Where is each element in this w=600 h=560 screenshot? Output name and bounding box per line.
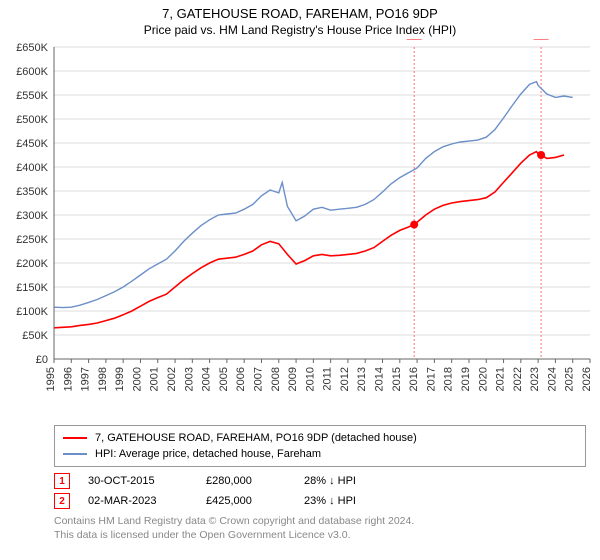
svg-text:2003: 2003 (183, 367, 195, 391)
svg-text:2009: 2009 (287, 367, 299, 391)
svg-text:2012: 2012 (339, 367, 351, 391)
title-block: 7, GATEHOUSE ROAD, FAREHAM, PO16 9DP Pri… (0, 0, 600, 39)
transaction-table: 1 30-OCT-2015 £280,000 28% ↓ HPI 2 02-MA… (54, 471, 586, 511)
svg-text:1997: 1997 (80, 367, 92, 391)
svg-text:2008: 2008 (270, 367, 282, 391)
title-address: 7, GATEHOUSE ROAD, FAREHAM, PO16 9DP (0, 6, 600, 21)
svg-text:£50K: £50K (22, 330, 48, 342)
chart-container: { "title_line1": "7, GATEHOUSE ROAD, FAR… (0, 0, 600, 542)
legend-label: HPI: Average price, detached house, Fare… (95, 448, 321, 460)
svg-text:£300K: £300K (16, 210, 48, 222)
svg-text:£0: £0 (36, 354, 48, 366)
svg-text:2014: 2014 (374, 367, 386, 391)
legend-swatch (63, 437, 87, 439)
svg-text:2024: 2024 (546, 367, 558, 391)
legend-label: 7, GATEHOUSE ROAD, FAREHAM, PO16 9DP (de… (95, 432, 417, 444)
title-subtitle: Price paid vs. HM Land Registry's House … (0, 23, 600, 37)
legend-item: 7, GATEHOUSE ROAD, FAREHAM, PO16 9DP (de… (63, 430, 577, 446)
svg-text:2011: 2011 (322, 367, 334, 391)
svg-text:2016: 2016 (408, 367, 420, 391)
transaction-date: 30-OCT-2015 (88, 475, 188, 487)
legend-item: HPI: Average price, detached house, Fare… (63, 446, 577, 462)
svg-text:£600K: £600K (16, 66, 48, 78)
svg-text:2005: 2005 (218, 367, 230, 391)
svg-text:1998: 1998 (97, 367, 109, 391)
transaction-diff: 23% ↓ HPI (304, 495, 394, 507)
chart-area: £0 £50K £100K £150K £200K £250K £300K £350K £400… (0, 39, 600, 419)
svg-text:£500K: £500K (16, 114, 48, 126)
legend: 7, GATEHOUSE ROAD, FAREHAM, PO16 9DP (de… (54, 425, 586, 467)
svg-text:2026: 2026 (581, 367, 593, 391)
legend-swatch (63, 453, 87, 455)
svg-text:2000: 2000 (131, 367, 143, 391)
svg-text:1996: 1996 (62, 367, 74, 391)
transaction-date: 02-MAR-2023 (88, 495, 188, 507)
svg-text:2022: 2022 (512, 367, 524, 391)
svg-text:£200K: £200K (16, 258, 48, 270)
footer-line: Contains HM Land Registry data © Crown c… (54, 515, 586, 529)
svg-text:£250K: £250K (16, 234, 48, 246)
line-chart: £0 £50K £100K £150K £200K £250K £300K £350K £400… (0, 39, 600, 419)
svg-text:2025: 2025 (564, 367, 576, 391)
transaction-marker-icon: 1 (54, 473, 70, 489)
svg-text:2020: 2020 (477, 367, 489, 391)
svg-text:£650K: £650K (16, 42, 48, 54)
svg-text:2001: 2001 (149, 367, 161, 391)
footer-line: This data is licensed under the Open Gov… (54, 529, 586, 543)
svg-text:£450K: £450K (16, 138, 48, 150)
svg-text:1999: 1999 (114, 367, 126, 391)
svg-text:2013: 2013 (356, 367, 368, 391)
svg-text:2015: 2015 (391, 367, 403, 391)
svg-text:2021: 2021 (495, 367, 507, 391)
svg-text:2018: 2018 (443, 367, 455, 391)
svg-text:£350K: £350K (16, 186, 48, 198)
svg-text:£100K: £100K (16, 306, 48, 318)
svg-text:2007: 2007 (252, 367, 264, 391)
svg-text:1995: 1995 (45, 367, 57, 391)
svg-text:2006: 2006 (235, 367, 247, 391)
svg-text:2010: 2010 (304, 367, 316, 391)
svg-text:2023: 2023 (529, 367, 541, 391)
svg-text:2019: 2019 (460, 367, 472, 391)
transaction-row: 1 30-OCT-2015 £280,000 28% ↓ HPI (54, 471, 586, 491)
svg-text:2004: 2004 (201, 367, 213, 391)
svg-text:£400K: £400K (16, 162, 48, 174)
footer-attribution: Contains HM Land Registry data © Crown c… (54, 515, 586, 542)
transaction-price: £425,000 (206, 495, 286, 507)
transaction-row: 2 02-MAR-2023 £425,000 23% ↓ HPI (54, 491, 586, 511)
svg-text:2017: 2017 (425, 367, 437, 391)
transaction-diff: 28% ↓ HPI (304, 475, 394, 487)
svg-text:2002: 2002 (166, 367, 178, 391)
transaction-marker-icon: 2 (54, 493, 70, 509)
svg-text:£150K: £150K (16, 282, 48, 294)
svg-text:£550K: £550K (16, 90, 48, 102)
transaction-price: £280,000 (206, 475, 286, 487)
